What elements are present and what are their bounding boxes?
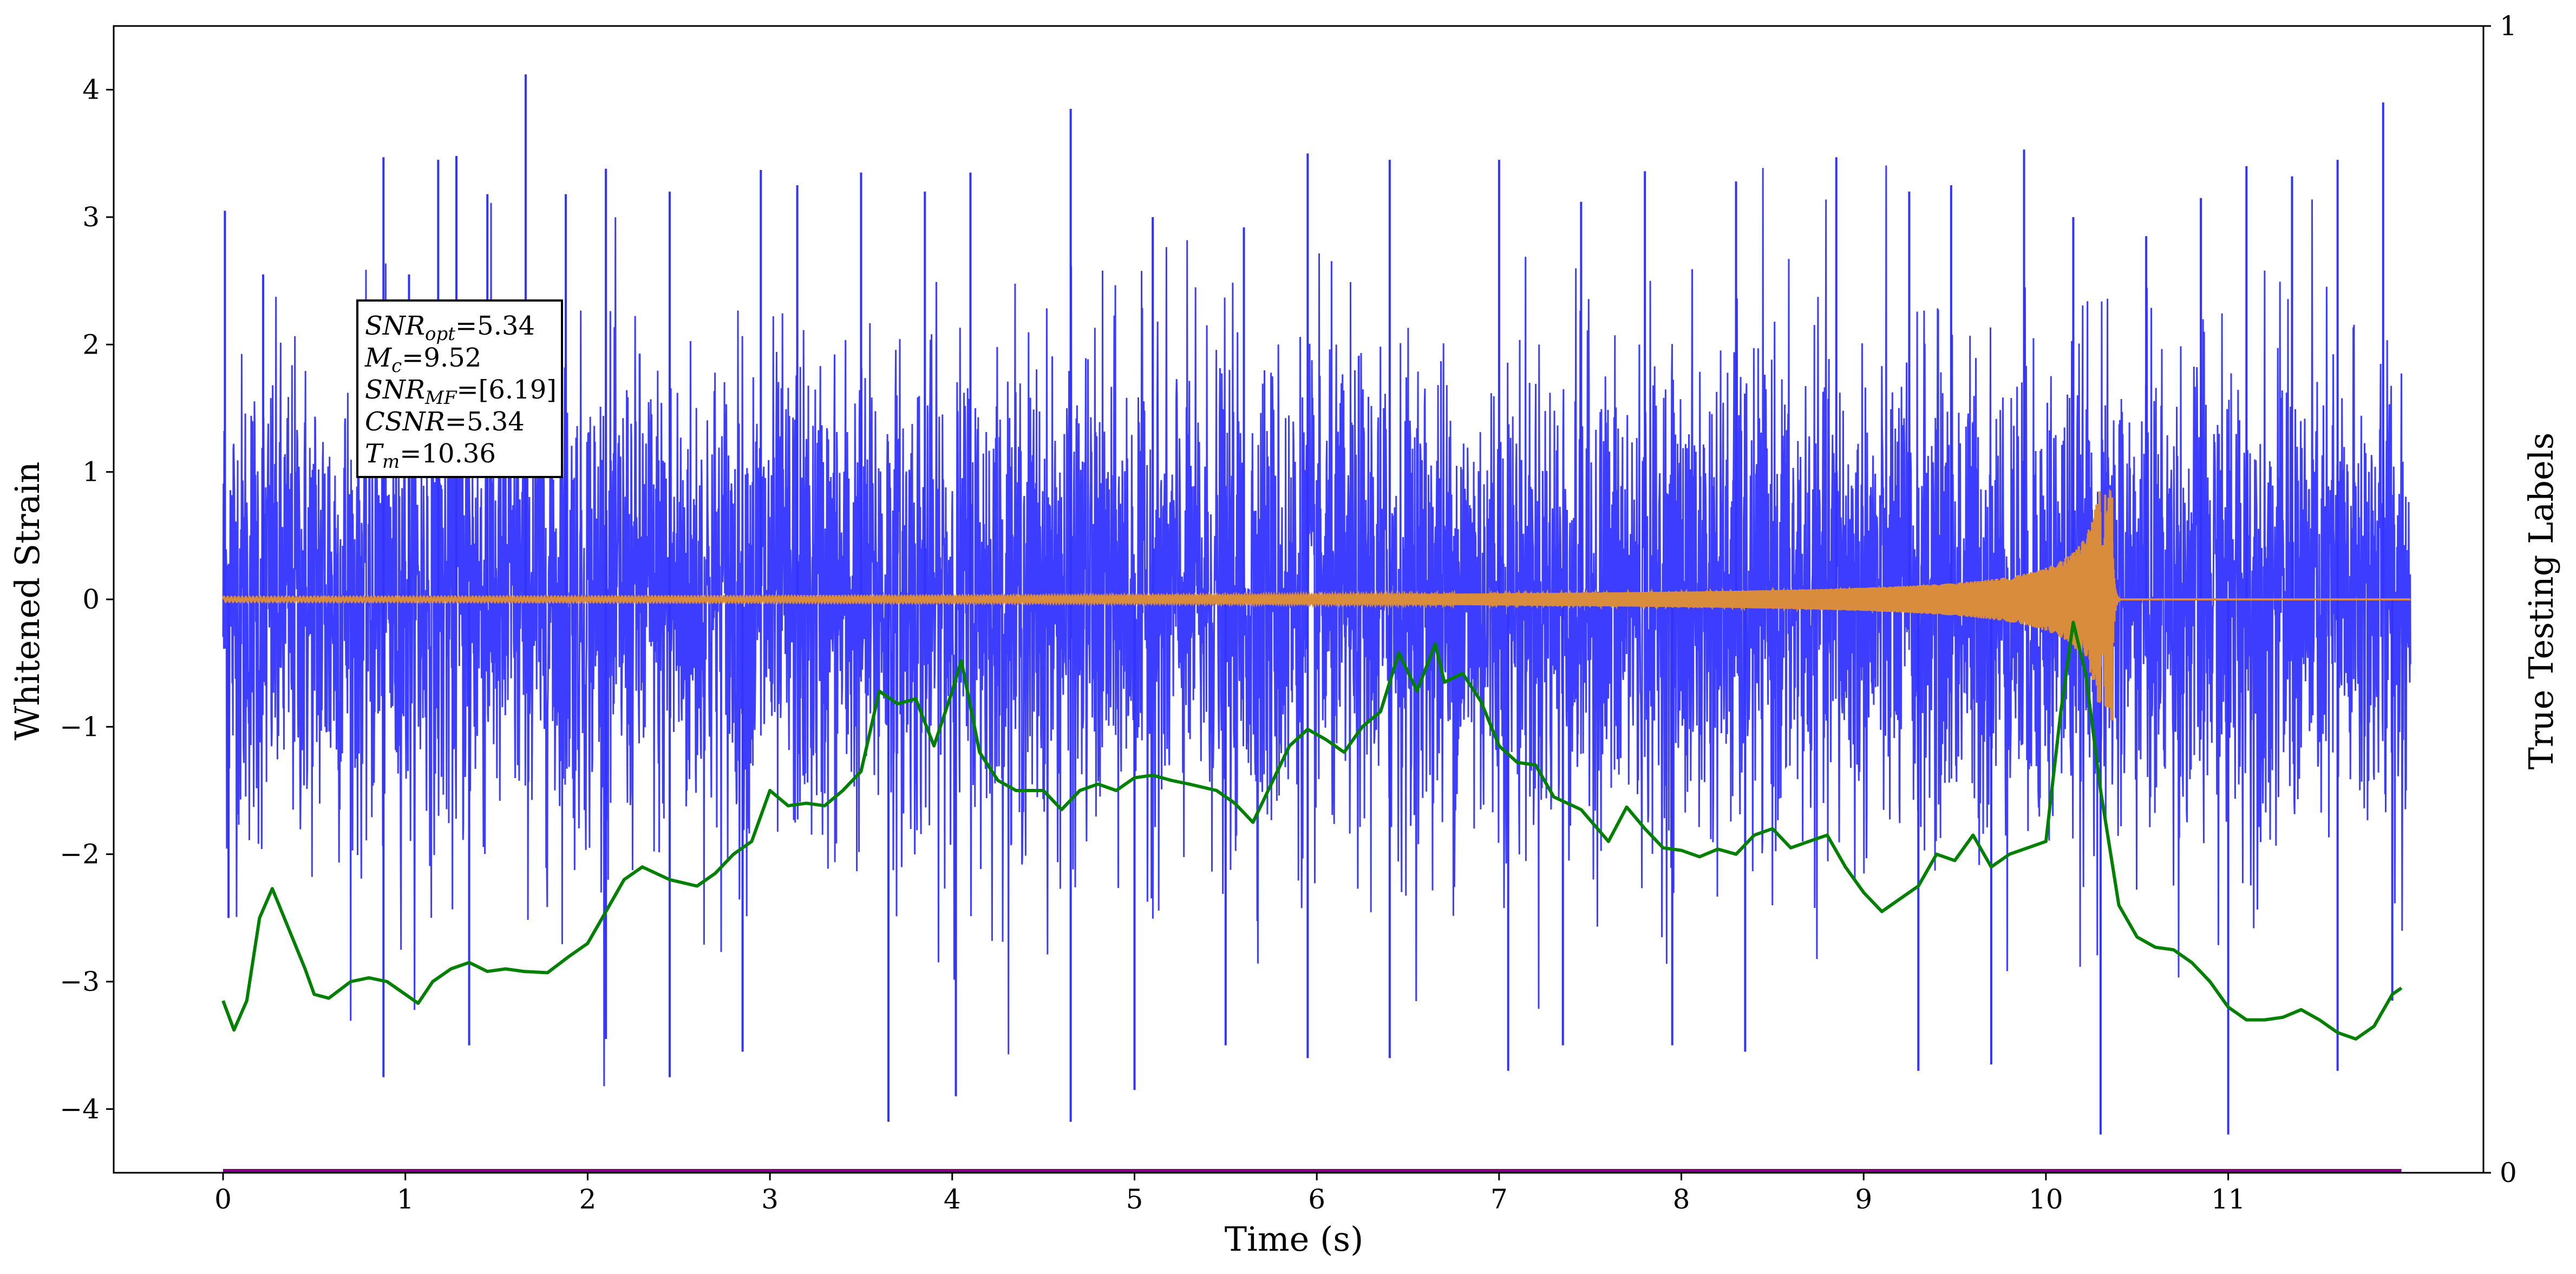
y2-tick-label: 1 (2500, 10, 2517, 42)
y2-axis: 01 (2483, 10, 2517, 1188)
x-tick-label: 9 (1855, 1184, 1872, 1215)
x-tick-label: 0 (214, 1184, 232, 1215)
annotation-line: SNRopt=5.34 (365, 311, 535, 345)
y2-axis-label: True Testing Labels (2521, 433, 2561, 770)
series-layer (221, 74, 2411, 1172)
y-tick-label: 3 (82, 201, 100, 233)
x-tick-label: 11 (2211, 1184, 2246, 1215)
x-tick-label: 5 (1126, 1184, 1143, 1215)
x-tick-label: 8 (1673, 1184, 1690, 1215)
x-axis-label: Time (s) (1225, 1219, 1364, 1259)
y-tick-label: −1 (60, 711, 100, 742)
y-tick-label: 4 (82, 74, 100, 106)
y-axis: −4 −3 −2 −1 0 1 2 3 4 (60, 74, 114, 1125)
y-tick-label: −4 (60, 1093, 100, 1125)
y2-tick-label: 0 (2500, 1157, 2517, 1188)
annotation-frame (356, 299, 563, 478)
x-axis: 0 1 2 3 4 5 6 7 8 9 10 11 (214, 1173, 2245, 1215)
y-tick-label: −3 (60, 966, 100, 997)
x-tick-label: 4 (944, 1184, 961, 1215)
x-tick-label: 10 (2029, 1184, 2063, 1215)
x-tick-label: 1 (397, 1184, 414, 1215)
x-tick-label: 3 (761, 1184, 779, 1215)
stats-annotation-box: SNRopt=5.34Mc=9.52SNRMF=[6.19]CSNR=5.34T… (356, 299, 563, 478)
y-tick-label: −2 (60, 839, 100, 870)
series-green-line (221, 620, 2403, 1041)
y-tick-label: 1 (82, 456, 100, 488)
y-tick-label: 2 (82, 329, 100, 360)
x-tick-label: 6 (1308, 1184, 1325, 1215)
x-tick-label: 2 (579, 1184, 596, 1215)
series-injected-signal (222, 488, 2411, 708)
annotation-line: CSNR=5.34 (365, 407, 525, 437)
y-tick-label: 0 (82, 584, 100, 615)
y-axis-label: Whitened Strain (8, 462, 47, 741)
annotation-line: Mc=9.52 (364, 343, 481, 377)
annotation-line: SNRMF=[6.19] (365, 375, 557, 409)
annotation-line: Tm=10.36 (365, 439, 496, 473)
x-tick-label: 7 (1490, 1184, 1508, 1215)
